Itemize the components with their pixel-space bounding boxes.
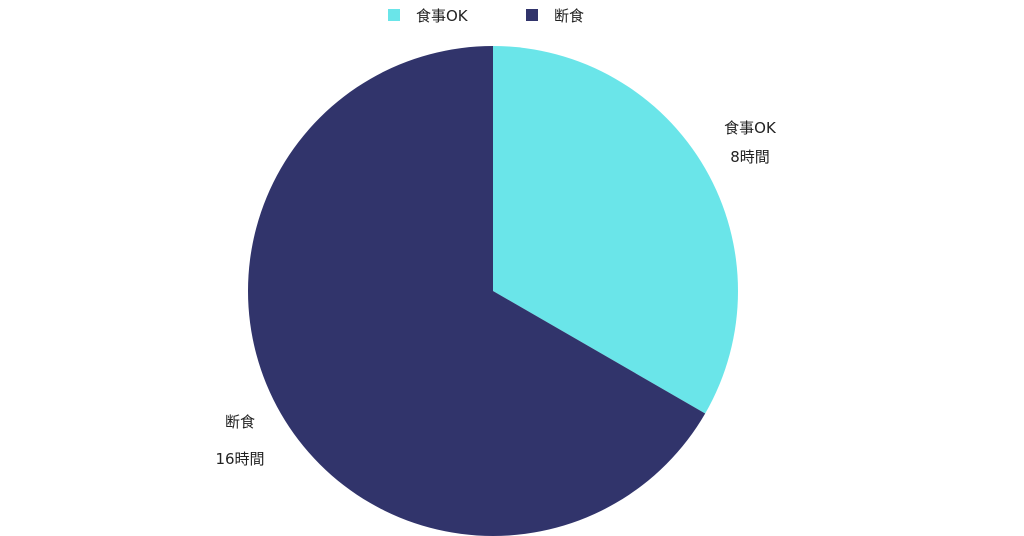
slice-label-value: 8時間 [730, 148, 770, 166]
legend-label: 食事OK [416, 7, 469, 25]
legend-label: 断食 [554, 7, 584, 25]
pie-slice-2 [247, 46, 706, 536]
legend-swatch [388, 9, 400, 21]
slice-label-category: 断食 [225, 413, 255, 431]
slice-label-category: 食事OK [724, 119, 777, 137]
pie-slice-1 [493, 46, 738, 414]
legend-swatch [526, 9, 538, 21]
slice-label-value: 16時間 [215, 450, 264, 468]
